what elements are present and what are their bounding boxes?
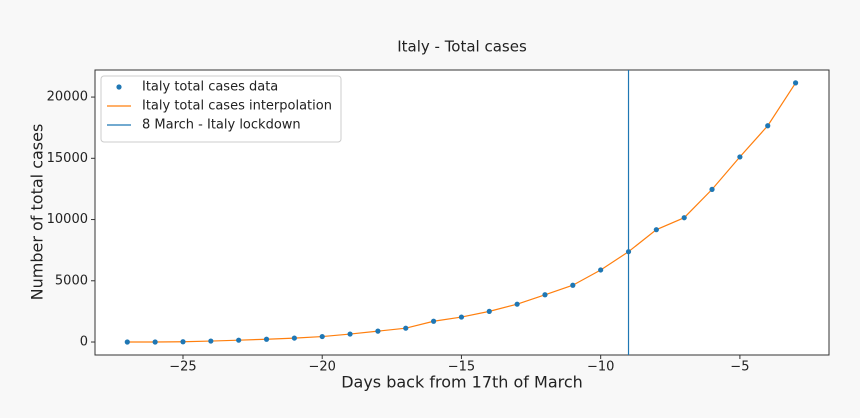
point [570, 282, 576, 288]
point [542, 292, 548, 298]
point [208, 338, 214, 344]
point [347, 331, 353, 337]
x-tick-label: −10 [587, 360, 614, 375]
point [792, 80, 799, 86]
x-tick-label: −5 [730, 360, 749, 375]
point [458, 314, 465, 320]
point [403, 325, 409, 331]
y-tick-label: 10000 [47, 212, 88, 227]
y-tick-label: 15000 [47, 151, 88, 166]
point [375, 328, 381, 334]
point [180, 339, 186, 345]
x-tick-label: −20 [308, 360, 335, 375]
legend-label: Italy total cases data [142, 80, 278, 95]
point [653, 227, 659, 233]
point [625, 249, 632, 255]
chart-title: Italy - Total cases [397, 38, 527, 56]
legend-label: Italy total cases interpolation [142, 99, 332, 114]
point [291, 335, 297, 341]
point [681, 215, 687, 221]
point [709, 186, 715, 192]
legend-box [100, 75, 342, 143]
x-tick-label: −15 [448, 360, 475, 375]
point [765, 123, 771, 129]
legend-marker [116, 84, 122, 90]
point [486, 308, 492, 314]
y-axis-label: Number of total cases [28, 124, 47, 301]
point [152, 339, 158, 345]
point [514, 301, 520, 307]
point [124, 339, 130, 345]
y-tick-label: 0 [80, 335, 88, 350]
point [430, 318, 437, 324]
y-tick-label: 20000 [47, 90, 88, 105]
point [737, 154, 743, 160]
x-tick-label: −25 [169, 360, 196, 375]
x-axis-label: Days back from 17th of March [341, 373, 583, 392]
y-tick-label: 5000 [55, 273, 88, 288]
point [598, 267, 604, 273]
point [319, 333, 325, 340]
point [263, 336, 270, 342]
legend-label: 8 March - Italy lockdown [142, 118, 301, 133]
point [236, 337, 242, 343]
